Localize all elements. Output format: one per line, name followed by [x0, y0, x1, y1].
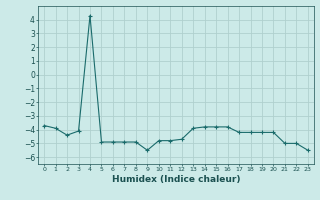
- X-axis label: Humidex (Indice chaleur): Humidex (Indice chaleur): [112, 175, 240, 184]
